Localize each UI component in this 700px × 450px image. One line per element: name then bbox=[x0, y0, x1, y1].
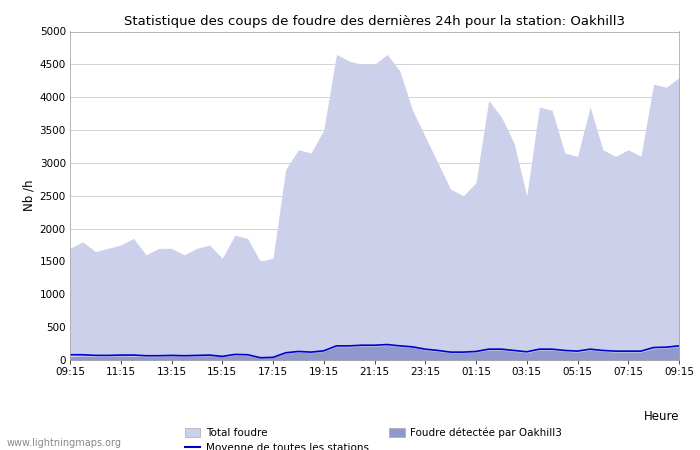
Text: www.lightningmaps.org: www.lightningmaps.org bbox=[7, 438, 122, 448]
Title: Statistique des coups de foudre des dernières 24h pour la station: Oakhill3: Statistique des coups de foudre des dern… bbox=[124, 14, 625, 27]
Legend: Total foudre, Moyenne de toutes les stations, Foudre détectée par Oakhill3: Total foudre, Moyenne de toutes les stat… bbox=[185, 428, 562, 450]
Text: Heure: Heure bbox=[643, 410, 679, 423]
Y-axis label: Nb /h: Nb /h bbox=[22, 180, 36, 211]
